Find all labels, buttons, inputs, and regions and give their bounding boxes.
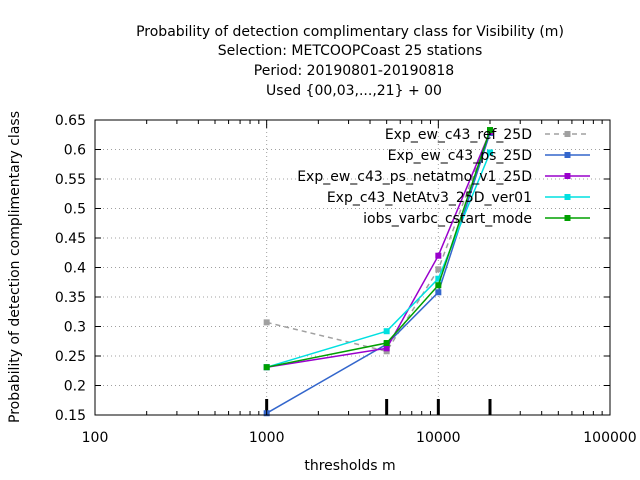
grid xyxy=(95,120,610,415)
x-tick-label: 100000 xyxy=(583,430,636,446)
title-line-2: Selection: METCOOPCoast 25 stations xyxy=(218,43,483,59)
title-line-3: Period: 20190801-20190818 xyxy=(254,63,454,79)
data-point xyxy=(435,282,442,289)
data-point xyxy=(383,345,390,352)
threshold-markers xyxy=(265,399,492,415)
y-tick-label: 0.45 xyxy=(55,231,86,247)
series-line-3 xyxy=(266,131,491,368)
title-line-1: Probability of detection complimentary c… xyxy=(136,24,564,40)
legend-swatch-marker xyxy=(564,215,571,221)
y-tick-label: 0.35 xyxy=(55,290,86,306)
y-tick-label: 0.15 xyxy=(55,408,86,424)
data-point xyxy=(263,319,270,326)
x-axis-label: thresholds m xyxy=(304,458,395,474)
y-tick-label: 0.5 xyxy=(64,202,86,218)
x-axis: 100 1000 10000 100000 xyxy=(82,120,637,446)
y-axis: 0.15 0.2 0.25 0.3 0.35 0.4 0.45 0.5 0.55 0.6 0.65 xyxy=(55,113,610,424)
legend-label: Exp_ew_c43_ref_25D xyxy=(385,127,532,143)
legend: Exp_ew_c43_ref_25D Exp_ew_c43_ps_25D Exp_e… xyxy=(297,127,590,227)
data-point xyxy=(435,266,442,273)
legend-swatch-marker xyxy=(564,173,571,179)
data-point xyxy=(487,149,494,156)
y-tick-label: 0.6 xyxy=(64,143,86,159)
series-line-1 xyxy=(266,131,491,353)
data-point xyxy=(263,364,270,371)
y-tick-label: 0.55 xyxy=(55,172,86,188)
legend-label: Exp_ew_c43_ps_netatmo_v1_25D xyxy=(297,169,532,185)
legend-swatch-marker xyxy=(564,194,571,200)
title-line-4: Used {00,03,...,21} + 00 xyxy=(266,83,442,99)
y-tick-label: 0.3 xyxy=(64,320,86,336)
legend-label: iobs_varbc_cstart_mode xyxy=(363,211,532,227)
y-tick-label: 0.65 xyxy=(55,113,86,129)
y-tick-label: 0.4 xyxy=(64,261,86,277)
legend-label: Exp_ew_c43_ps_25D xyxy=(388,148,532,164)
x-tick-label: 100 xyxy=(82,430,109,446)
data-point xyxy=(435,275,442,282)
series-layer xyxy=(263,127,494,417)
legend-label: Exp_c43_NetAtv3_25D_ver01 xyxy=(327,190,532,206)
data-point xyxy=(487,127,494,134)
data-point xyxy=(383,328,390,335)
series-line-2 xyxy=(266,132,491,414)
legend-swatch-marker xyxy=(564,131,571,137)
x-tick-label: 1000 xyxy=(249,430,285,446)
data-point xyxy=(383,340,390,347)
data-point xyxy=(435,289,442,296)
y-tick-label: 0.2 xyxy=(64,379,86,395)
series-line-5 xyxy=(266,129,491,368)
series-line-4 xyxy=(266,152,491,368)
x-tick-label: 10000 xyxy=(416,430,461,446)
data-point xyxy=(435,252,442,259)
chart-title: Probability of detection complimentary c… xyxy=(136,24,564,99)
y-tick-label: 0.25 xyxy=(55,349,86,365)
plot-frame xyxy=(94,119,611,416)
legend-swatch-marker xyxy=(564,152,571,158)
y-axis-label: Probability of detection complimentary c… xyxy=(7,111,23,423)
